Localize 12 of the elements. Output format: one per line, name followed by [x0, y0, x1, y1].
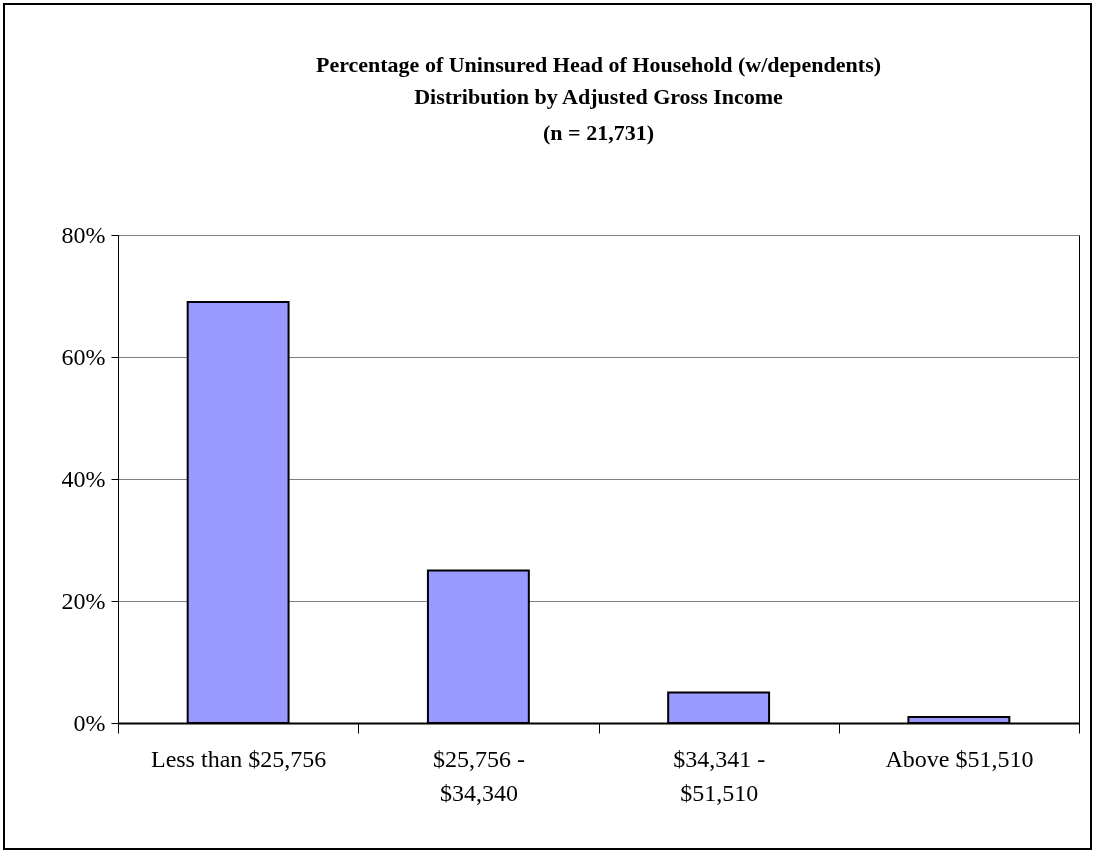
y-tick-label: 60%	[61, 343, 106, 370]
chart-subtitle: Distribution by Adjusted Gross Income	[414, 84, 784, 109]
text: (n = 21,731)	[543, 120, 654, 145]
x-tick-label: Less than $25,756	[150, 745, 327, 772]
chart-title: Percentage of Uninsured Head of Household (w/dependents)	[315, 52, 882, 77]
y-tick-label: 20%	[61, 587, 106, 614]
y-tick-label: 40%	[61, 465, 106, 492]
x-tick-label: $25,756 - $34,340	[432, 745, 525, 806]
y-tick-label: 80%	[61, 221, 106, 248]
x-tick-label: $34,341 - $51,510	[673, 745, 766, 806]
x-tick-label: Above $51,510	[885, 745, 1034, 772]
y-tick-label: 0%	[73, 709, 106, 736]
